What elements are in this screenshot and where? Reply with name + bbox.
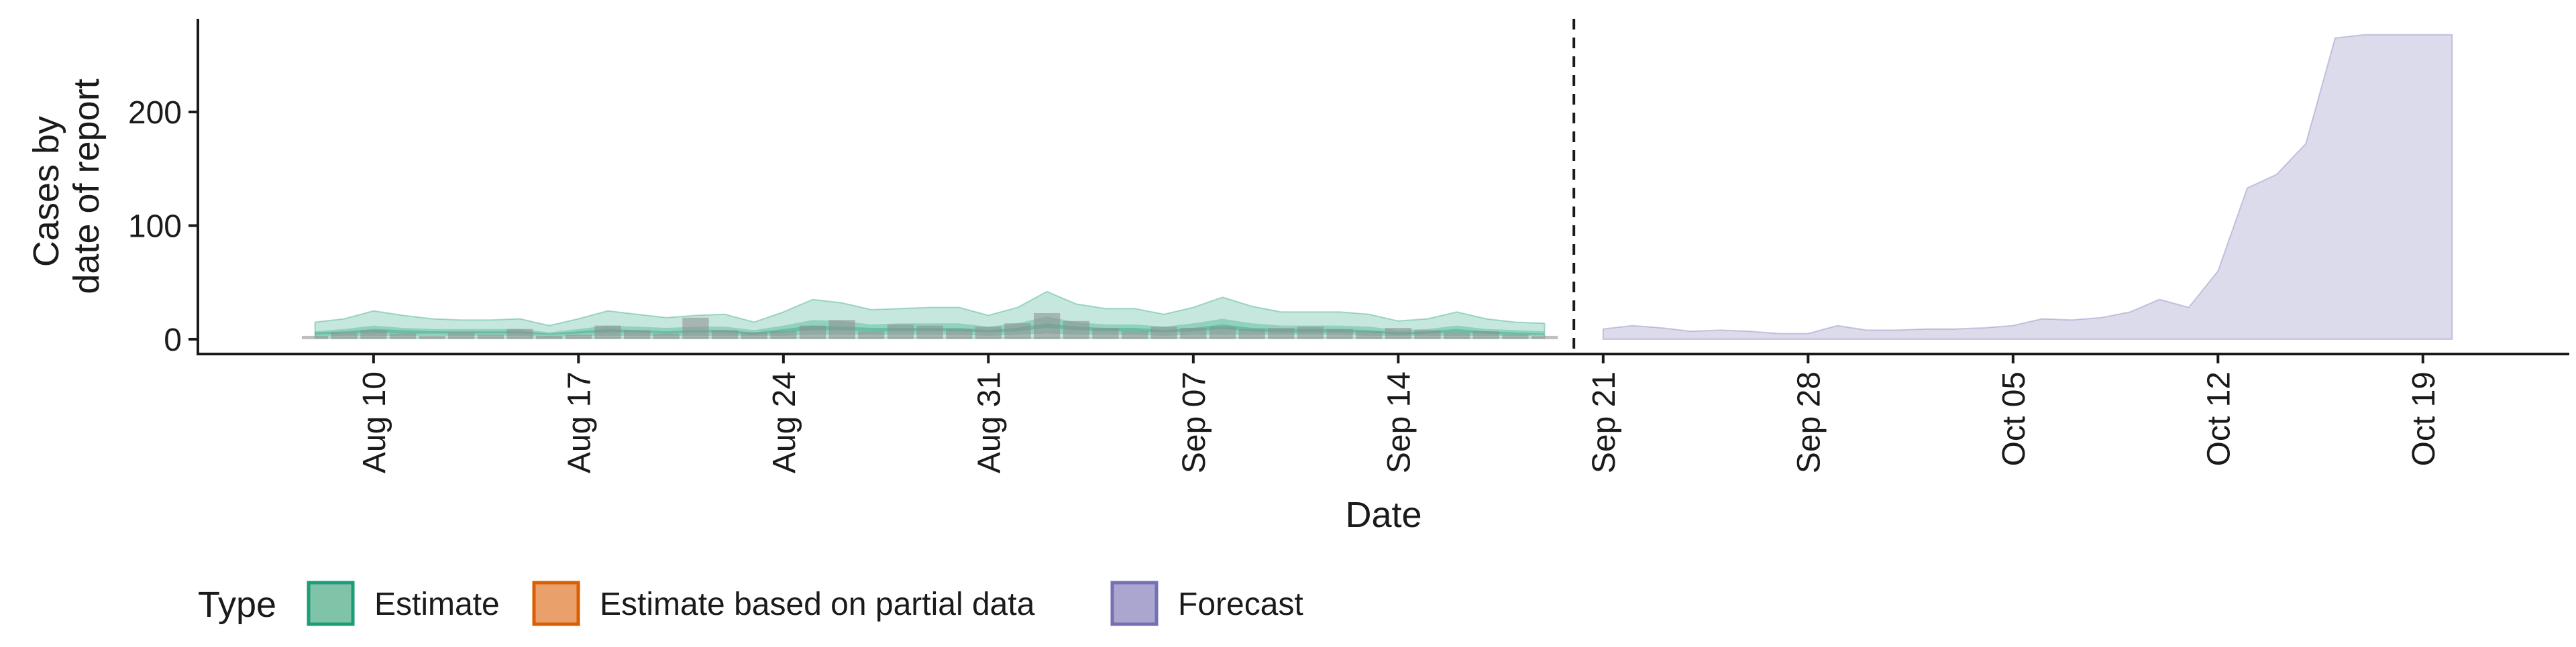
legend: Type Estimate Estimate based on partial d…: [198, 581, 1303, 626]
reported-bar: [1502, 335, 1529, 339]
reported-bar: [1385, 328, 1411, 339]
reported-bar: [770, 331, 797, 339]
reported-bar: [1297, 327, 1324, 339]
reported-bar: [331, 332, 358, 339]
reported-bar: [565, 335, 592, 339]
reported-bar: [1444, 332, 1470, 339]
x-tick-label: Oct 12: [2201, 371, 2237, 466]
forecast-layer: [1602, 34, 2453, 340]
forecast-band: [1602, 34, 2453, 340]
reported-bar: [916, 325, 943, 339]
reported-bar: [389, 333, 417, 339]
y-axis-title-line-2: date of report: [66, 78, 107, 294]
reported-bar: [1531, 335, 1558, 339]
legend-label: Estimate: [374, 587, 500, 622]
reported-bar: [624, 330, 651, 339]
legend-label: Forecast: [1178, 587, 1303, 622]
legend-swatch: [532, 581, 580, 626]
legend-swatch: [307, 581, 355, 626]
y-axis-title: Cases by date of report: [26, 78, 107, 294]
reported-bar: [301, 335, 329, 339]
y-tick-label: 200: [128, 95, 182, 131]
reported-bar: [1150, 327, 1177, 339]
reported-bar: [653, 333, 680, 339]
reported-bar: [506, 329, 533, 339]
y-tick-label: 100: [128, 209, 182, 244]
x-tick-label: Aug 10: [357, 371, 392, 473]
reported-bar: [1034, 313, 1061, 339]
reported-bar: [419, 335, 445, 339]
reported-bar: [1092, 328, 1119, 339]
reported-bar: [477, 335, 504, 339]
reported-bar: [1004, 323, 1031, 339]
legend-swatch: [1110, 581, 1159, 626]
reported-bar: [1326, 329, 1353, 339]
x-tick-label: Sep 07: [1177, 371, 1212, 473]
y-tick-label: 0: [164, 322, 182, 358]
reported-bar: [1209, 327, 1236, 339]
reported-bar: [1268, 328, 1295, 339]
x-tick-label: Sep 14: [1381, 371, 1417, 473]
x-tick-label: Sep 28: [1791, 371, 1827, 473]
reported-bar: [1356, 331, 1383, 339]
y-axis-ticks: 0 100 200: [128, 95, 198, 358]
reported-bar: [594, 325, 621, 339]
reported-bar: [711, 330, 739, 339]
reported-bar: [536, 335, 563, 339]
axes: [197, 19, 2569, 355]
x-tick-label: Aug 17: [561, 371, 597, 473]
reported-bar: [975, 327, 1002, 339]
reported-bars-layer: [301, 313, 1558, 339]
reported-bar: [1180, 328, 1207, 339]
reported-bar: [946, 329, 973, 339]
reported-bar: [1121, 331, 1148, 339]
x-axis-ticks: Aug 10 Aug 17 Aug 24 Aug 31 Sep 07 Sep 14 Sep …: [357, 354, 2442, 473]
y-axis-title-line-1: Cases by: [26, 116, 66, 267]
x-tick-label: Aug 31: [971, 371, 1007, 473]
legend-title: Type: [198, 585, 276, 625]
x-axis-title: Date: [1345, 495, 1421, 535]
reported-bar: [682, 317, 709, 339]
reported-bar: [887, 324, 914, 339]
x-tick-label: Sep 21: [1587, 371, 1622, 473]
reported-bar: [858, 331, 885, 339]
reported-bar: [448, 332, 475, 339]
x-tick-label: Oct 19: [2406, 371, 2442, 466]
legend-label: Estimate based on partial data: [600, 587, 1035, 622]
reported-bar: [360, 330, 387, 339]
reported-bar: [828, 320, 855, 339]
reported-bar: [1472, 331, 1499, 339]
reported-bar: [741, 332, 767, 339]
reported-bar: [1414, 330, 1441, 339]
x-tick-label: Oct 05: [1996, 371, 2032, 466]
reported-bar: [799, 325, 826, 339]
x-tick-label: Aug 24: [767, 371, 802, 473]
reported-bar: [1063, 320, 1089, 339]
reported-bar: [1238, 329, 1265, 339]
